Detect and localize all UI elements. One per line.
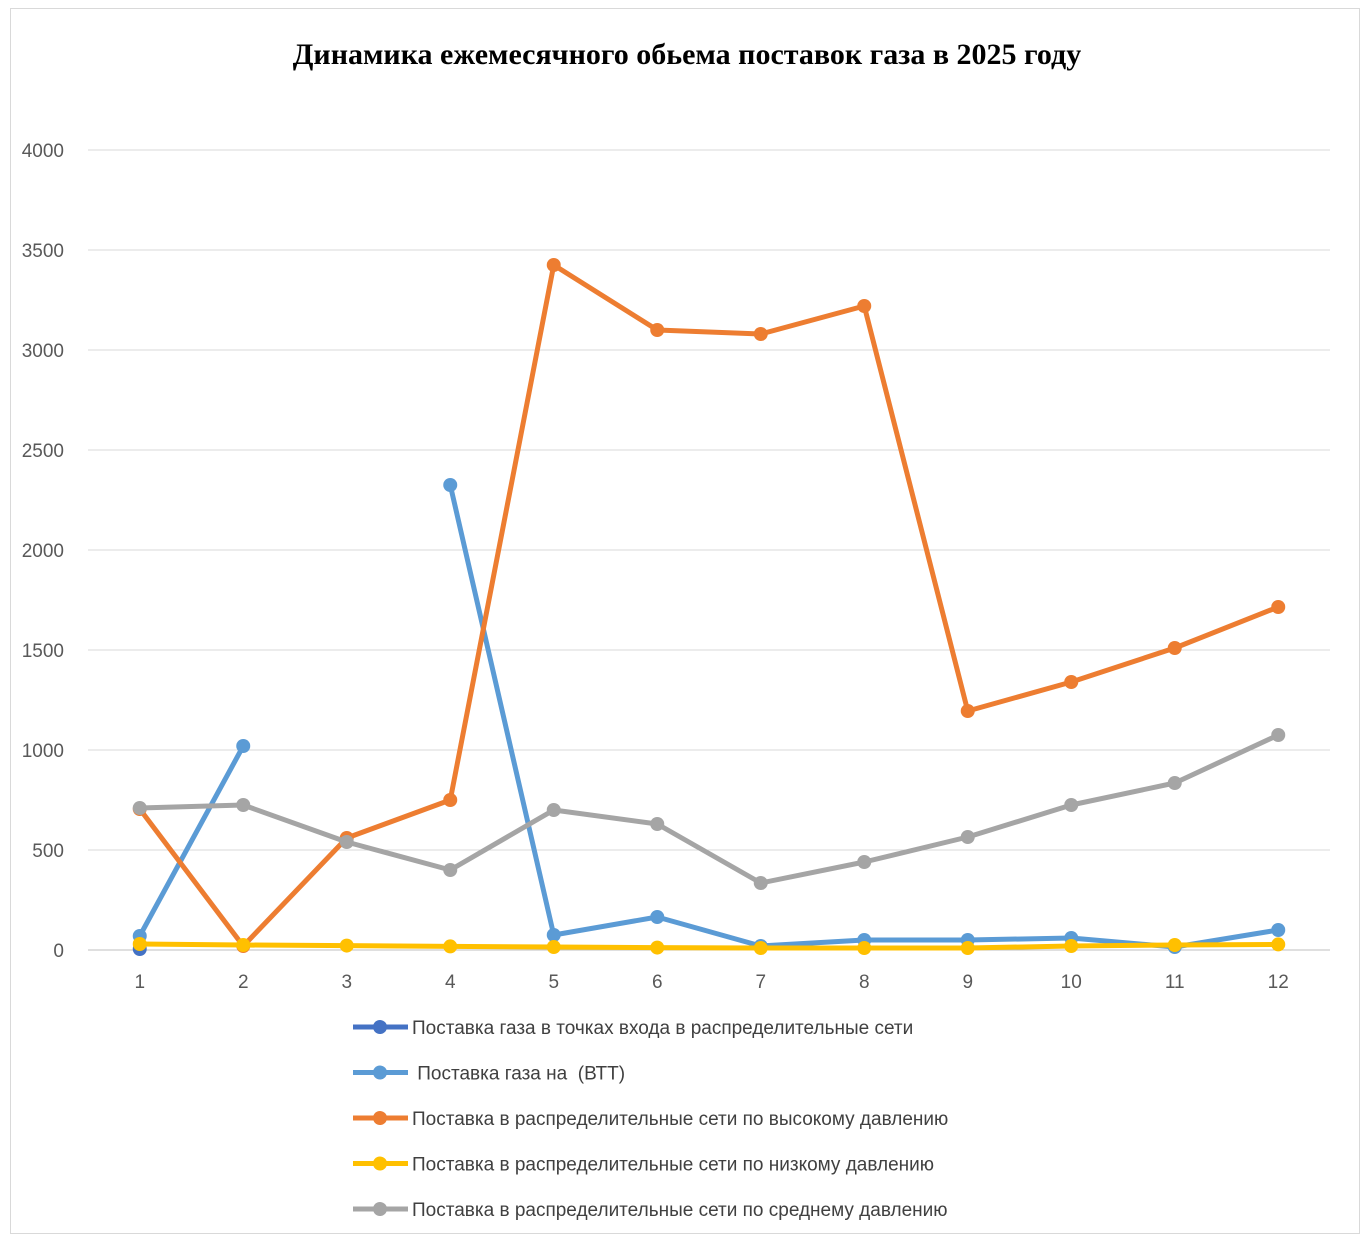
data-point bbox=[443, 939, 458, 954]
x-tick-label: 4 bbox=[445, 972, 456, 993]
chart-title: Динамика ежемесячного обьема поставок га… bbox=[293, 38, 1081, 71]
x-tick-label: 2 bbox=[238, 972, 249, 993]
data-point bbox=[132, 937, 147, 951]
data-point bbox=[753, 941, 768, 955]
series-line bbox=[137, 262, 1281, 949]
x-tick-label: 9 bbox=[962, 972, 973, 993]
legend-item: Поставка газа на (ВТТ) bbox=[353, 1064, 625, 1085]
data-point bbox=[236, 739, 251, 753]
data-point bbox=[753, 327, 768, 341]
legend-swatch-marker bbox=[373, 1111, 387, 1125]
y-axis-ticks: 0 500 1000 1500 2000 2500 3000 3500 4000 bbox=[22, 141, 64, 962]
x-tick-label: 12 bbox=[1268, 972, 1289, 993]
legend-swatch-marker bbox=[373, 1202, 387, 1216]
x-tick-label: 5 bbox=[548, 972, 559, 993]
x-tick-label: 6 bbox=[652, 972, 663, 993]
data-point bbox=[650, 323, 665, 337]
legend-swatch-marker bbox=[373, 1020, 387, 1034]
data-point bbox=[857, 941, 872, 955]
legend-swatch-marker bbox=[373, 1065, 387, 1080]
series-line bbox=[137, 941, 1281, 951]
x-tick-label: 10 bbox=[1061, 972, 1082, 993]
legend-label: Поставка газа на (ВТТ) bbox=[412, 1064, 625, 1085]
y-tick-label: 1500 bbox=[22, 641, 64, 662]
legend-label: Поставка в распределительные сети по низ… bbox=[412, 1155, 934, 1176]
data-point bbox=[753, 876, 768, 890]
data-point bbox=[443, 793, 458, 807]
data-point bbox=[236, 938, 251, 952]
data-point bbox=[1064, 675, 1079, 689]
y-tick-label: 3500 bbox=[22, 241, 64, 262]
data-point bbox=[546, 928, 561, 942]
legend: Поставка газа в точках входа в распредел… bbox=[353, 1018, 948, 1221]
data-point bbox=[1271, 923, 1286, 937]
data-point bbox=[1167, 776, 1182, 790]
data-point bbox=[443, 478, 458, 492]
x-tick-label: 7 bbox=[755, 972, 766, 993]
legend-label: Поставка в распределительные сети по сре… bbox=[412, 1200, 948, 1221]
data-point bbox=[339, 938, 354, 953]
series-5 bbox=[132, 728, 1286, 890]
y-tick-label: 1000 bbox=[22, 741, 64, 762]
data-point bbox=[1064, 939, 1079, 953]
series-line bbox=[137, 732, 1281, 886]
series-layer bbox=[132, 258, 1286, 956]
data-point bbox=[960, 704, 975, 718]
data-point bbox=[857, 299, 872, 313]
legend-item: Поставка в распределительные сети по низ… bbox=[353, 1155, 934, 1176]
y-tick-label: 0 bbox=[53, 941, 64, 962]
y-tick-label: 4000 bbox=[22, 141, 64, 162]
y-tick-label: 2500 bbox=[22, 441, 64, 462]
data-point bbox=[1167, 938, 1182, 952]
legend-item: Поставка в распределительные сети по выс… bbox=[353, 1109, 948, 1130]
series-3 bbox=[132, 258, 1286, 953]
chart-frame bbox=[10, 8, 1360, 1234]
x-tick-label: 1 bbox=[134, 972, 145, 993]
data-point bbox=[650, 940, 665, 955]
y-tick-label: 500 bbox=[32, 841, 64, 862]
gridlines bbox=[88, 149, 1330, 951]
data-point bbox=[960, 830, 975, 844]
data-point bbox=[1271, 600, 1286, 614]
legend-label: Поставка газа в точках входа в распредел… bbox=[412, 1018, 913, 1039]
data-point bbox=[339, 835, 354, 849]
legend-swatch-marker bbox=[373, 1156, 387, 1171]
data-point bbox=[1064, 798, 1079, 812]
series-line bbox=[137, 743, 246, 939]
data-point bbox=[650, 910, 665, 924]
y-tick-label: 3000 bbox=[22, 341, 64, 362]
x-axis-ticks: 1 2 3 4 5 6 7 8 9 10 11 12 bbox=[134, 972, 1288, 993]
y-tick-label: 2000 bbox=[22, 541, 64, 562]
data-point bbox=[546, 803, 561, 817]
data-point bbox=[132, 801, 147, 815]
data-point bbox=[650, 817, 665, 831]
data-point bbox=[1167, 641, 1182, 655]
series-line bbox=[447, 482, 1281, 950]
legend-label: Поставка в распределительные сети по выс… bbox=[412, 1109, 948, 1130]
data-point bbox=[857, 855, 872, 869]
x-tick-label: 11 bbox=[1165, 972, 1185, 993]
data-point bbox=[960, 941, 975, 955]
data-point bbox=[443, 863, 458, 877]
x-tick-label: 8 bbox=[859, 972, 870, 993]
x-tick-label: 3 bbox=[341, 972, 352, 993]
legend-item: Поставка в распределительные сети по сре… bbox=[353, 1200, 948, 1221]
data-point bbox=[1271, 728, 1286, 742]
series-4 bbox=[132, 937, 1286, 955]
data-point bbox=[236, 798, 251, 812]
data-point bbox=[546, 940, 561, 954]
legend-item: Поставка газа в точках входа в распредел… bbox=[353, 1018, 913, 1039]
data-point bbox=[546, 258, 561, 272]
data-point bbox=[1271, 937, 1286, 952]
